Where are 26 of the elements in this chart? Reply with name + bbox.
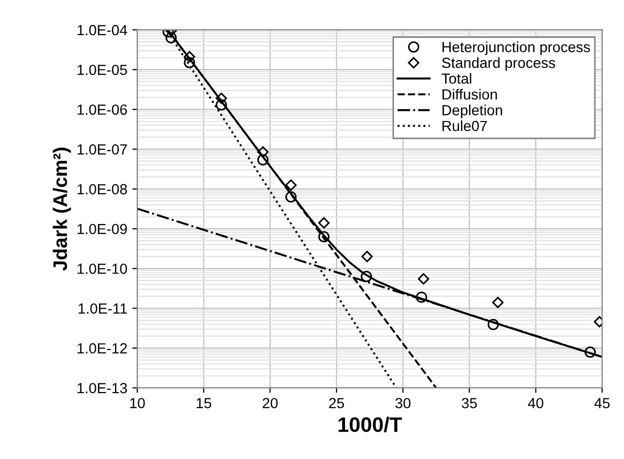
legend-label: Rule07 xyxy=(442,120,487,132)
x-tick-label: 25 xyxy=(329,398,344,408)
y-tick-label: 1.0E-08 xyxy=(78,184,127,194)
y-tick-label: 1.0E-07 xyxy=(78,144,127,155)
y-tick-label: 1.0E-10 xyxy=(78,264,127,274)
y-tick-label: 1.0E-13 xyxy=(78,382,127,394)
x-axis-title: 1000/T xyxy=(338,416,402,432)
legend-label: Total xyxy=(442,73,472,84)
legend-label: Standard process xyxy=(442,57,556,71)
x-tick-label: 30 xyxy=(395,398,410,408)
y-tick-label: 1.0E-04 xyxy=(78,24,128,36)
x-tick-label: 45 xyxy=(594,398,610,408)
legend-label: Diffusion xyxy=(442,88,497,100)
y-tick-label: 1.0E-05 xyxy=(78,64,127,76)
y-tick-label: 1.0E-06 xyxy=(78,104,127,115)
y-tick-label: 1.0E-11 xyxy=(78,303,127,314)
legend-label: Depletion xyxy=(442,104,502,118)
x-tick-label: 15 xyxy=(196,398,212,408)
y-tick-label: 1.0E-09 xyxy=(78,224,127,234)
x-tick-label: 35 xyxy=(462,398,477,408)
x-tick-label: 20 xyxy=(262,398,278,408)
x-tick-label: 40 xyxy=(528,398,544,408)
y-tick-label: 1.0E-12 xyxy=(78,343,127,354)
x-tick-label: 10 xyxy=(130,398,145,408)
y-axis-title: Jdark (A/cm²) xyxy=(52,148,71,271)
legend-label: Heterojunction process xyxy=(442,42,590,56)
